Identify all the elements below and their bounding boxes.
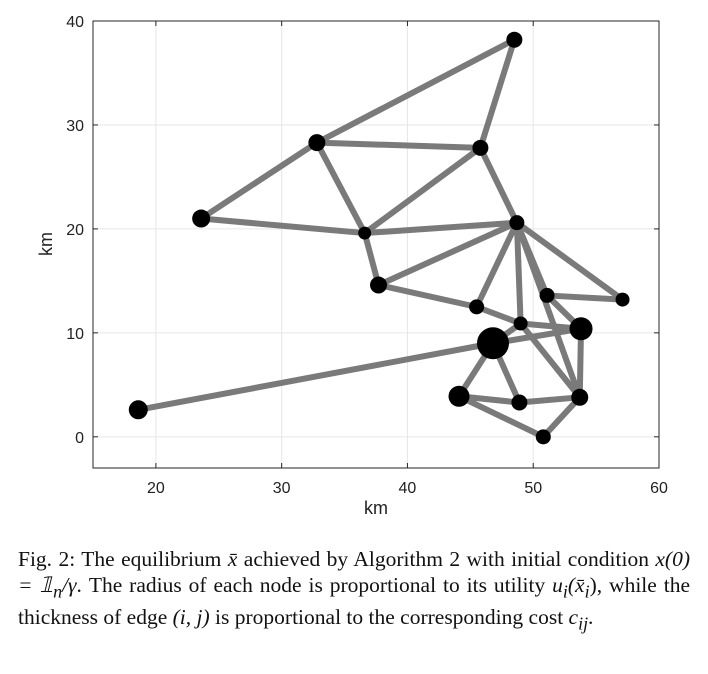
- caption-text-2: achieved by Algorithm 2 with initial con…: [237, 547, 656, 571]
- network-edge: [198, 139, 320, 222]
- y-tick-label: 40: [66, 14, 84, 31]
- caption-init-rest: /γ: [62, 573, 77, 597]
- caption-util-close: ): [589, 573, 597, 597]
- network-edge: [477, 144, 520, 226]
- x-tick-label: 60: [650, 480, 668, 497]
- network-edge: [513, 219, 583, 401]
- caption-text-1: The equilibrium: [75, 547, 228, 571]
- caption-util-arg-sub: i: [584, 581, 590, 602]
- network-edge: [135, 340, 496, 413]
- caption-text-5: is proportional to the corresponding cos…: [209, 605, 569, 630]
- network-edge: [361, 219, 520, 237]
- network-edge: [544, 292, 626, 303]
- network-edge: [473, 219, 520, 310]
- network-edge: [198, 215, 368, 237]
- network-node: [358, 226, 372, 240]
- network-node: [469, 299, 485, 315]
- x-tick-label: 30: [273, 480, 291, 497]
- network-node: [535, 429, 551, 445]
- x-tick-label: 20: [147, 480, 165, 497]
- network-edge: [456, 393, 547, 440]
- caption-text-4: , while the thickness of edge: [18, 573, 691, 630]
- caption-edge: (i, j): [172, 605, 210, 630]
- network-node: [476, 327, 509, 360]
- caption-cost: c: [568, 605, 579, 630]
- network-node: [539, 287, 555, 303]
- caption-init-sub: n: [53, 581, 63, 602]
- network-edge: [375, 282, 480, 310]
- network-node: [128, 400, 148, 420]
- plot-area: [93, 21, 659, 468]
- y-tick-label: 10: [66, 326, 84, 343]
- network-edge: [375, 219, 520, 289]
- network-edge: [361, 144, 484, 237]
- x-tick-label: 40: [399, 480, 417, 497]
- caption-util-sub: i: [562, 581, 568, 602]
- network-node: [192, 209, 211, 228]
- network-edge: [361, 230, 382, 289]
- caption-label: Fig. 2:: [18, 547, 76, 571]
- network-figure: 20 30 40 50 60 0 10 20 30 40 km km: [36, 14, 668, 518]
- x-axis-label: km: [364, 498, 388, 518]
- network-node: [370, 276, 388, 294]
- network-node: [615, 292, 630, 307]
- caption-xbar: x̄: [227, 547, 238, 571]
- network-edge: [313, 139, 484, 151]
- network-node: [511, 394, 528, 411]
- y-tick-label: 0: [75, 430, 84, 447]
- network-node: [571, 388, 589, 406]
- network-node: [509, 215, 525, 231]
- axes-box: [92, 20, 660, 469]
- network-edge: [313, 139, 368, 237]
- network-node: [506, 31, 523, 48]
- y-tick-label: 20: [66, 222, 84, 239]
- figure-caption: Fig. 2: The equilibrium x̄ achieved by A…: [18, 546, 690, 637]
- caption-text-3: . The radius of each node is proportiona…: [76, 573, 553, 597]
- caption-text-6: .: [588, 605, 594, 630]
- network-edge: [313, 36, 518, 146]
- network-edge: [540, 394, 583, 440]
- network-edge: [513, 219, 524, 327]
- caption-util: u: [552, 573, 563, 597]
- caption-util-arg: (x̄: [567, 573, 585, 597]
- network-node: [472, 139, 489, 156]
- network-node: [308, 134, 326, 152]
- network-node: [513, 316, 528, 331]
- y-axis-label: km: [36, 232, 56, 256]
- tick-layer: 20 30 40 50 60 0 10 20 30 40: [66, 14, 668, 497]
- network-node: [448, 385, 470, 407]
- node-layer: [128, 31, 630, 445]
- network-edge: [513, 219, 626, 303]
- network-edge: [516, 394, 583, 406]
- y-tick-label: 30: [66, 118, 84, 135]
- network-node: [569, 317, 593, 341]
- network-edge: [473, 303, 524, 327]
- network-edge: [477, 36, 518, 151]
- caption-init: x(0) = 𝟙: [18, 547, 690, 597]
- x-tick-label: 50: [524, 480, 542, 497]
- caption-cost-sub: ij: [578, 613, 589, 634]
